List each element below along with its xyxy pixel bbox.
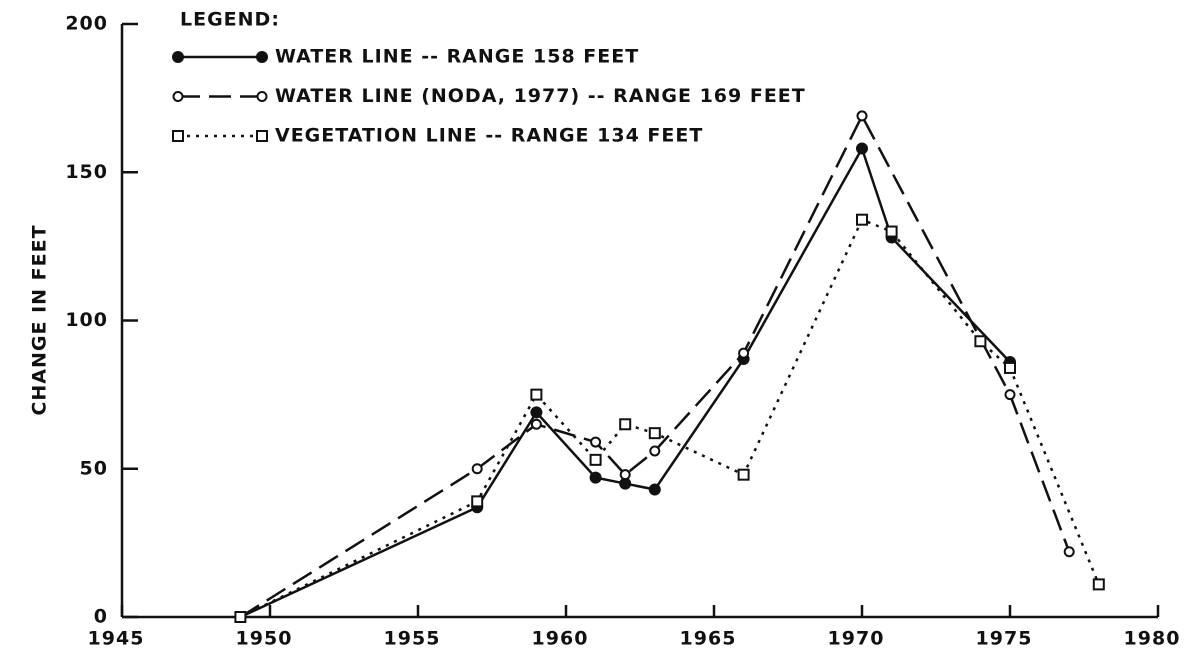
marker — [1004, 389, 1016, 401]
marker — [856, 142, 868, 155]
x-tick-label: 1965 — [680, 628, 737, 650]
marker — [1063, 546, 1075, 558]
marker — [856, 110, 868, 122]
y-tick-label: 50 — [80, 457, 108, 479]
marker — [172, 51, 184, 63]
x-tick-label: 1960 — [532, 628, 589, 650]
marker — [885, 225, 898, 238]
x-tick-label: 1945 — [88, 628, 145, 650]
marker — [589, 471, 602, 484]
legend-title: LEGEND: — [180, 9, 280, 31]
marker — [648, 427, 661, 440]
legend-label: WATER LINE (NODA, 1977) -- RANGE 169 FEE… — [275, 85, 806, 107]
marker — [648, 483, 661, 496]
marker — [1092, 578, 1105, 591]
marker — [256, 130, 268, 142]
x-tick-label: 1970 — [828, 628, 885, 650]
y-tick-label: 100 — [65, 309, 108, 331]
marker — [471, 495, 484, 508]
x-tick-label: 1980 — [1124, 628, 1181, 650]
y-tick-label: 200 — [65, 13, 108, 35]
legend-label: VEGETATION LINE -- RANGE 134 FEET — [275, 125, 703, 147]
marker — [530, 388, 543, 401]
x-tick-label: 1955 — [384, 628, 441, 650]
marker — [256, 91, 268, 102]
x-tick-label: 1950 — [236, 628, 293, 650]
legend-label: WATER LINE -- RANGE 158 FEET — [275, 46, 639, 68]
marker — [649, 445, 661, 457]
marker — [172, 130, 184, 142]
marker — [619, 418, 632, 431]
marker — [737, 468, 750, 481]
marker — [172, 91, 184, 102]
y-axis-label: CHANGE IN FEET — [29, 224, 51, 415]
marker — [856, 213, 868, 226]
marker — [234, 611, 247, 623]
series-line — [239, 113, 1071, 619]
y-tick-label: 0 — [94, 606, 108, 628]
marker — [256, 51, 268, 63]
y-tick-label: 150 — [65, 161, 108, 183]
series-line — [239, 145, 1011, 619]
marker — [590, 436, 602, 448]
marker — [530, 406, 543, 419]
marker — [619, 469, 631, 481]
marker — [974, 335, 987, 348]
marker — [589, 453, 602, 466]
marker — [1004, 361, 1016, 374]
marker — [530, 418, 542, 430]
marker — [471, 463, 483, 475]
x-tick-label: 1975 — [976, 628, 1033, 650]
marker — [738, 347, 750, 359]
